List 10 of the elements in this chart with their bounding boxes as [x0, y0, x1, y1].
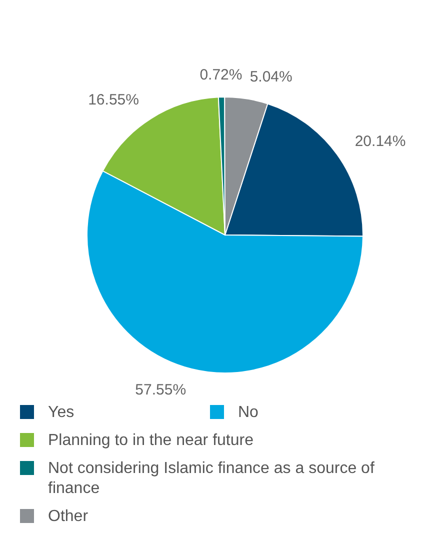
data-label: 16.55%: [88, 92, 139, 109]
legend-label: Not considering Islamic finance as a source of finance: [48, 459, 376, 499]
data-label: 5.04%: [250, 68, 292, 86]
legend-label: No: [238, 403, 258, 423]
data-label: 0.72%: [200, 66, 242, 84]
legend-label: Planning to in the near future: [48, 431, 254, 451]
data-label: 57.55%: [135, 382, 186, 399]
legend-label: Yes: [48, 403, 74, 423]
data-label: 20.14%: [354, 133, 406, 150]
legend-label: Other: [48, 507, 88, 527]
